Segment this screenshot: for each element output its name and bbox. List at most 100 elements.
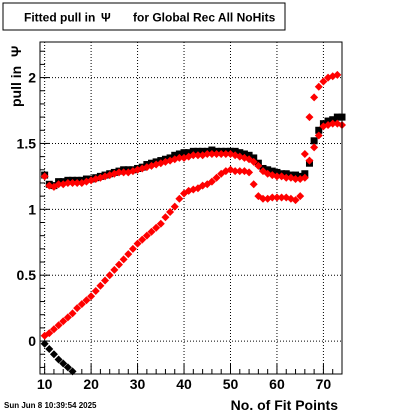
data-point xyxy=(212,173,221,182)
data-point xyxy=(291,196,300,205)
data-point xyxy=(282,173,291,182)
data-point xyxy=(300,173,309,182)
data-point xyxy=(82,296,91,305)
plot-frame xyxy=(39,41,343,375)
data-point xyxy=(45,329,54,338)
data-point xyxy=(175,194,184,203)
data-point xyxy=(114,168,123,177)
y-tick-label: 0.5 xyxy=(17,267,37,283)
data-point xyxy=(63,178,72,187)
data-point xyxy=(96,281,105,290)
data-point xyxy=(305,113,314,122)
data-point xyxy=(147,227,156,236)
data-point xyxy=(249,157,258,166)
title-frame xyxy=(2,2,286,31)
data-point xyxy=(310,143,319,152)
data-point xyxy=(101,276,110,285)
data-point xyxy=(45,344,54,353)
data-point xyxy=(54,321,63,330)
data-point xyxy=(305,156,314,165)
data-point xyxy=(63,363,72,372)
data-point xyxy=(175,153,184,162)
data-point xyxy=(152,223,161,232)
data-point xyxy=(231,167,240,176)
x-axis-title: No. of Fit Points xyxy=(231,397,339,413)
data-point xyxy=(49,325,58,334)
data-point xyxy=(119,168,128,177)
x-tick-label: 50 xyxy=(223,376,239,392)
data-point xyxy=(300,149,309,158)
data-point xyxy=(310,137,318,145)
x-tick-label: 30 xyxy=(130,376,146,392)
data-point xyxy=(166,207,175,216)
data-point xyxy=(315,126,323,134)
title-symbol: Ψ xyxy=(101,11,111,25)
timestamp: Sun Jun 8 10:39:54 2025 xyxy=(4,401,97,410)
data-point xyxy=(245,168,254,177)
y-axis-title-symbol: Ψ xyxy=(8,46,24,57)
data-point xyxy=(40,339,49,348)
data-point xyxy=(142,231,151,240)
data-point xyxy=(73,304,82,313)
data-point xyxy=(333,113,341,121)
title-prefix: Fitted pull in xyxy=(24,11,95,25)
data-point xyxy=(59,359,68,368)
data-point xyxy=(68,367,77,376)
data-point xyxy=(235,167,244,176)
data-point xyxy=(59,317,68,326)
data-point xyxy=(133,239,142,248)
tick-labels: 10 20 30 40 50 60 70 0 0.5 1 1.5 2 xyxy=(17,70,332,392)
axis-ticks xyxy=(40,50,343,374)
data-point xyxy=(87,292,96,301)
data-point xyxy=(54,355,63,364)
data-point xyxy=(249,180,258,189)
data-point xyxy=(77,300,86,309)
data-point xyxy=(156,219,165,228)
data-markers xyxy=(40,70,346,376)
y-tick-label: 1 xyxy=(28,201,36,217)
data-point xyxy=(54,180,63,189)
data-point xyxy=(105,271,114,280)
y-tick-label: 0 xyxy=(28,333,36,349)
data-point xyxy=(291,175,300,184)
data-point xyxy=(310,93,319,102)
data-point xyxy=(259,194,268,203)
data-point xyxy=(217,149,226,158)
data-point xyxy=(138,235,147,244)
title-suffix: for Global Rec All NoHits xyxy=(133,11,276,25)
data-point xyxy=(161,213,170,222)
data-point xyxy=(49,350,58,359)
data-point xyxy=(207,177,216,186)
x-tick-label: 20 xyxy=(83,376,99,392)
data-point xyxy=(212,149,221,158)
data-point xyxy=(296,192,305,201)
title-box: Fitted pull in Ψ for Global Rec All NoHi… xyxy=(2,2,286,31)
data-point xyxy=(124,250,133,259)
data-point xyxy=(189,151,198,160)
data-point xyxy=(314,82,323,91)
data-point xyxy=(110,265,119,274)
data-point xyxy=(314,131,323,140)
data-point xyxy=(221,149,230,158)
data-point xyxy=(272,172,281,181)
data-point xyxy=(68,309,77,318)
x-tick-label: 10 xyxy=(37,376,53,392)
data-point xyxy=(180,149,188,157)
data-point xyxy=(319,77,328,86)
x-tick-label: 40 xyxy=(176,376,192,392)
data-point xyxy=(254,161,263,170)
data-point xyxy=(333,70,342,79)
data-point xyxy=(40,172,49,181)
data-point xyxy=(128,244,137,253)
data-point xyxy=(119,255,128,264)
data-point xyxy=(114,260,123,269)
grid xyxy=(40,42,342,374)
data-point xyxy=(203,149,212,158)
data-point xyxy=(207,149,216,158)
data-point xyxy=(272,193,281,202)
data-point xyxy=(91,287,100,295)
data-point xyxy=(170,202,179,211)
x-tick-label: 70 xyxy=(316,376,332,392)
y-axis-title: pull in xyxy=(8,66,24,107)
x-tick-label: 60 xyxy=(269,376,285,392)
